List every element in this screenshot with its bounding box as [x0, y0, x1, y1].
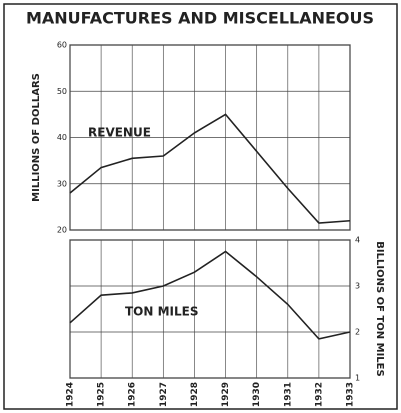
x-tick-label: 1931	[283, 382, 293, 407]
x-tick-label: 1932	[314, 382, 324, 407]
x-tick-label: 1930	[252, 382, 262, 407]
line	[69, 113, 351, 224]
series-label: REVENUE	[88, 126, 151, 140]
y-axis-label: MILLIONS OF DOLLARS	[31, 73, 42, 202]
plot-area	[69, 239, 351, 379]
y-tick-label: 30	[57, 179, 67, 188]
y-tick-label: 50	[57, 87, 67, 96]
x-tick-label: 1924	[66, 382, 76, 407]
y-tick-label: 4	[355, 236, 360, 245]
series-label: TON MILES	[125, 305, 199, 319]
x-tick-label: 1933	[346, 382, 356, 407]
x-tick-label: 1929	[221, 382, 231, 407]
y-tick-label: 1	[355, 374, 360, 383]
frame	[3, 3, 398, 410]
x-tick-label: 1925	[97, 382, 107, 407]
line	[69, 250, 351, 340]
y-tick-label: 60	[57, 41, 67, 50]
y-tick-label: 20	[57, 226, 67, 235]
y-tick-label: 40	[57, 133, 67, 142]
x-tick-label: 1926	[128, 382, 138, 407]
x-tick-label: 1927	[159, 382, 169, 407]
y-tick-label: 2	[355, 328, 360, 337]
chart-title: MANUFACTURES AND MISCELLANEOUS	[26, 9, 374, 28]
y-axis-label: BILLIONS OF TON MILES	[374, 241, 385, 376]
y-tick-label: 3	[355, 282, 360, 291]
x-tick-label: 1928	[190, 382, 200, 407]
